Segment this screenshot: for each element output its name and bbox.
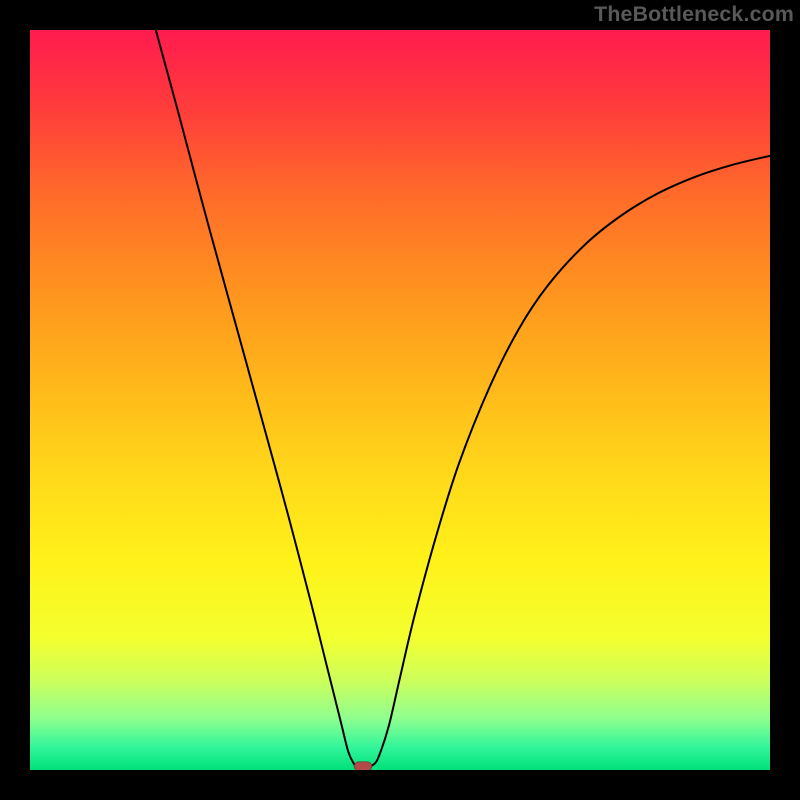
chart-root: TheBottleneck.com — [0, 0, 800, 800]
watermark-text: TheBottleneck.com — [594, 2, 794, 27]
plot-panel — [30, 30, 770, 771]
min-marker — [354, 762, 372, 771]
gradient-background — [30, 30, 770, 770]
bottleneck-chart — [0, 0, 800, 800]
